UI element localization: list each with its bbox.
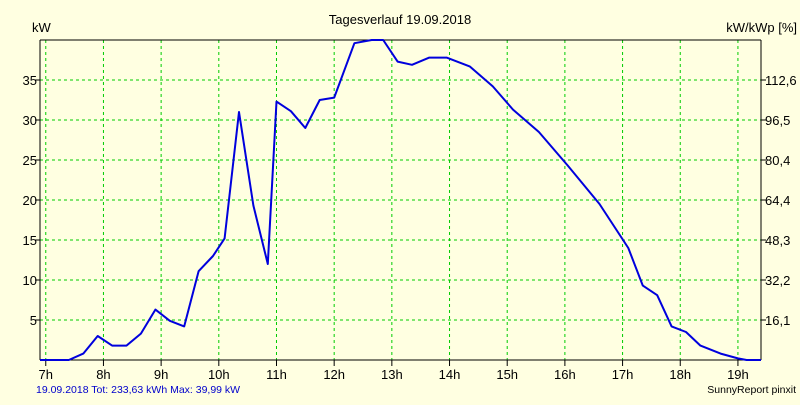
x-tick-label: 13h <box>381 367 403 382</box>
axes <box>35 39 766 366</box>
x-tick-label: 7h <box>39 367 53 382</box>
y-tick-label-right: 96,5 <box>765 113 790 128</box>
x-tick-label: 8h <box>96 367 110 382</box>
x-tick-label: 10h <box>208 367 230 382</box>
y-tick-label-left: 30 <box>23 113 37 128</box>
series-layer <box>40 39 761 361</box>
y-tick-label-right: 16,1 <box>765 313 790 328</box>
x-tick-label: 14h <box>439 367 461 382</box>
x-tick-label: 19h <box>727 367 749 382</box>
series-line-power <box>40 39 761 361</box>
y-tick-label-right: 64,4 <box>765 193 790 208</box>
y-tick-label-left: 10 <box>23 273 37 288</box>
y-tick-label-right: 112,6 <box>765 73 797 88</box>
y-tick-label-left: 35 <box>23 73 37 88</box>
x-tick-label: 9h <box>154 367 168 382</box>
y-tick-label-right: 80,4 <box>765 153 790 168</box>
x-tick-label: 18h <box>669 367 691 382</box>
y-tick-label-right: 48,3 <box>765 233 790 248</box>
y-tick-label-left: 20 <box>23 193 37 208</box>
y-axis-label-left: kW <box>32 20 52 35</box>
x-tick-label: 12h <box>323 367 345 382</box>
y-tick-label-left: 25 <box>23 153 37 168</box>
x-tick-label: 11h <box>266 367 287 382</box>
y-axis-label-right: kW/kWp [%] <box>726 20 797 35</box>
x-tick-label: 15h <box>496 367 518 382</box>
tick-labels: 7h 8h 9h 10h 11h 12h 13h 14h 15h 16h 17h 18h 19h 5 16,… <box>23 73 797 382</box>
x-tick-label: 16h <box>554 367 576 382</box>
y-tick-label-left: 5 <box>30 313 37 328</box>
chart-title: Tagesverlauf 19.09.2018 <box>329 12 471 27</box>
footer-summary: 19.09.2018 Tot: 233,63 kWh Max: 39,99 kW <box>36 384 240 396</box>
footer-credit: SunnyReport pinxit <box>707 384 796 396</box>
grid-lines <box>40 40 761 360</box>
x-tick-label: 17h <box>612 367 634 382</box>
y-tick-label-right: 32,2 <box>765 273 790 288</box>
y-tick-label-left: 15 <box>23 233 37 248</box>
